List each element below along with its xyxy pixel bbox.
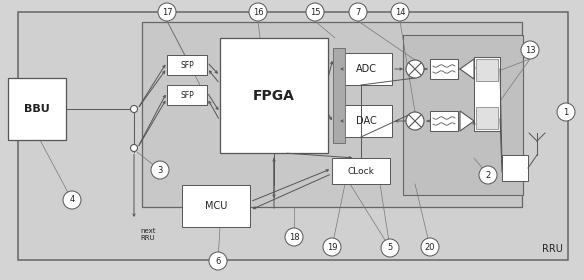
Circle shape (406, 60, 424, 78)
Circle shape (391, 3, 409, 21)
Circle shape (406, 112, 424, 130)
Text: 14: 14 (395, 8, 405, 17)
Text: SFP: SFP (180, 60, 194, 69)
Text: 17: 17 (162, 8, 172, 17)
Circle shape (130, 106, 137, 113)
Bar (142, 22, 522, 207)
Text: FPGA: FPGA (253, 88, 295, 102)
Text: 15: 15 (310, 8, 320, 17)
Bar (430, 59, 458, 79)
Text: 2: 2 (485, 171, 491, 179)
Text: 18: 18 (288, 232, 300, 241)
Circle shape (209, 252, 227, 270)
Text: MCU: MCU (205, 201, 227, 211)
Text: 1: 1 (564, 108, 569, 116)
Circle shape (63, 191, 81, 209)
Text: 20: 20 (425, 242, 435, 251)
Circle shape (421, 238, 439, 256)
Text: 19: 19 (327, 242, 337, 251)
Bar (220, 38, 328, 153)
Text: DAC: DAC (356, 116, 376, 126)
Bar (476, 107, 498, 129)
Bar (182, 185, 250, 227)
Circle shape (151, 161, 169, 179)
Circle shape (349, 3, 367, 21)
Polygon shape (460, 59, 474, 79)
Bar (167, 55, 207, 75)
Text: next
RRU: next RRU (140, 228, 155, 241)
Circle shape (479, 166, 497, 184)
Bar (332, 158, 390, 184)
Text: 3: 3 (157, 165, 163, 174)
Text: 6: 6 (215, 256, 221, 265)
Text: 4: 4 (69, 195, 75, 204)
Text: ADC: ADC (356, 64, 377, 74)
Text: RRU: RRU (542, 244, 563, 254)
Bar (340, 105, 392, 137)
Circle shape (521, 41, 539, 59)
Circle shape (249, 3, 267, 21)
Circle shape (306, 3, 324, 21)
Circle shape (130, 144, 137, 151)
Bar (474, 57, 500, 131)
Bar (340, 53, 392, 85)
Bar (167, 85, 207, 105)
Circle shape (285, 228, 303, 246)
Bar (403, 35, 523, 195)
Text: BBU: BBU (24, 104, 50, 114)
Circle shape (381, 239, 399, 257)
Bar (476, 59, 498, 81)
Text: 13: 13 (524, 46, 536, 55)
Bar (18, 12, 568, 260)
Circle shape (557, 103, 575, 121)
Bar (333, 48, 345, 143)
Text: 5: 5 (387, 244, 392, 253)
Text: 7: 7 (355, 8, 361, 17)
Bar (8, 78, 66, 140)
Text: SFP: SFP (180, 90, 194, 99)
Bar (430, 111, 458, 131)
Text: 16: 16 (253, 8, 263, 17)
Circle shape (323, 238, 341, 256)
Bar (502, 155, 528, 181)
Circle shape (158, 3, 176, 21)
Text: CLock: CLock (347, 167, 374, 176)
Polygon shape (460, 111, 474, 131)
